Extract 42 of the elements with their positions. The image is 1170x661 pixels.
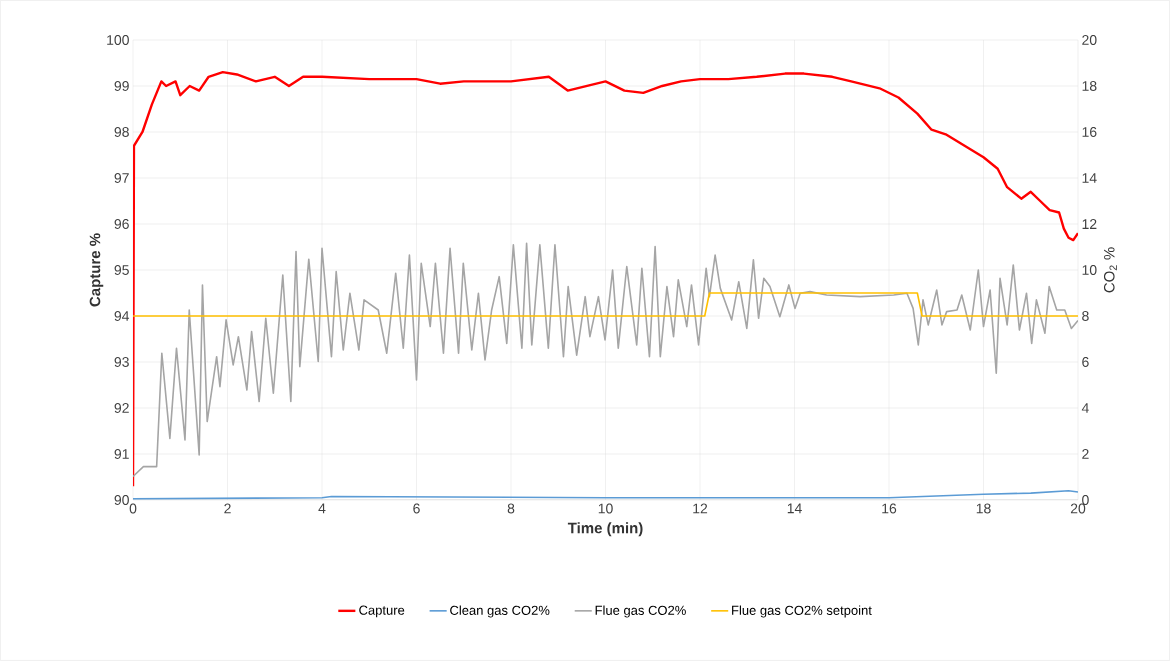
- y-tick-label: 96: [114, 219, 129, 229]
- x-tick-label: 18: [976, 503, 991, 514]
- y-tick-label: 95: [114, 265, 129, 275]
- y2-tick-label: 14: [1082, 173, 1097, 183]
- x-tick-label: 0: [129, 503, 137, 514]
- y-tick-label: 98: [114, 127, 129, 137]
- y-tick-label: 93: [114, 357, 129, 367]
- y2-tick-label: 2: [1082, 449, 1089, 459]
- y2-tick-label: 16: [1082, 127, 1097, 137]
- y-tick-label: 94: [114, 311, 130, 321]
- y-tick-label: 100: [107, 35, 129, 45]
- y-tick-label: 90: [114, 495, 129, 505]
- y-tick-label: 92: [114, 403, 129, 413]
- line-series: [133, 242, 1078, 478]
- x-tick-label: 14: [787, 503, 802, 514]
- legend-label: Clean gas CO2%: [450, 605, 550, 618]
- line-series: [133, 489, 1078, 500]
- y-axis-title: Capture %: [89, 233, 104, 307]
- y2-tick-label: 10: [1082, 265, 1097, 275]
- y-tick-label: 99: [114, 81, 129, 91]
- x-tick-label: 6: [413, 503, 420, 514]
- y2-tick-label: 8: [1082, 311, 1089, 321]
- x-tick-label: 16: [882, 503, 897, 514]
- y2-axis-title: CO$_{2}$ %: [1103, 247, 1117, 293]
- y2-tick-label: 12: [1082, 219, 1097, 229]
- y2-tick-label: 4: [1081, 403, 1089, 413]
- y2-tick-label: 0: [1082, 495, 1089, 505]
- y2-tick-label: 20: [1082, 35, 1097, 45]
- x-tick-label: 8: [507, 503, 515, 514]
- y2-tick-label: 6: [1082, 357, 1089, 367]
- x-tick-label: 12: [693, 503, 708, 514]
- y-tick-label: 91: [114, 449, 129, 459]
- x-tick-label: 10: [598, 503, 613, 514]
- x-tick-label: 20: [1070, 503, 1086, 514]
- x-tick-label: 2: [224, 503, 231, 514]
- legend-label: Capture: [359, 605, 405, 618]
- x-tick-label: 4: [318, 503, 326, 514]
- x-axis-title: Time (min): [567, 522, 643, 537]
- y2-tick-label: 18: [1082, 81, 1097, 91]
- legend-label: Flue gas CO2% setpoint: [732, 605, 872, 618]
- y-tick-label: 97: [114, 173, 129, 183]
- legend-label: Flue gas CO2%: [595, 605, 686, 618]
